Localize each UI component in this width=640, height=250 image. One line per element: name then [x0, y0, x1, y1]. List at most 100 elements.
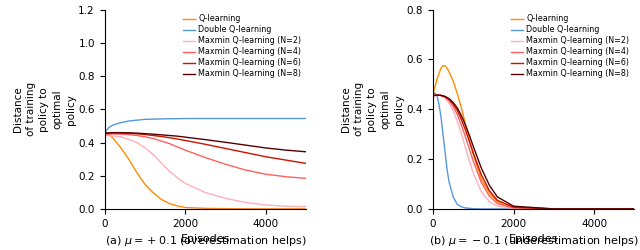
Maxmin Q-learning (N=8): [550, 208, 557, 210]
Line: Maxmin Q-learning (N=8): Maxmin Q-learning (N=8): [433, 95, 634, 209]
Maxmin Q-learning (N=2): [449, 109, 457, 112]
Maxmin Q-learning (N=8): [173, 135, 181, 138]
Double Q-learning: [181, 117, 189, 120]
Maxmin Q-learning (N=2): [109, 134, 116, 138]
Q-learning: [109, 136, 116, 139]
Maxmin Q-learning (N=2): [100, 134, 108, 137]
Q-learning: [302, 207, 310, 210]
Maxmin Q-learning (N=4): [486, 195, 493, 198]
Maxmin Q-learning (N=6): [109, 132, 116, 134]
Maxmin Q-learning (N=6): [461, 128, 469, 131]
Q-learning: [100, 132, 108, 135]
Maxmin Q-learning (N=4): [477, 181, 485, 184]
Maxmin Q-learning (N=4): [282, 175, 290, 178]
Q-learning: [493, 200, 501, 203]
Q-learning: [443, 67, 451, 70]
Maxmin Q-learning (N=4): [441, 96, 449, 99]
Double Q-learning: [109, 124, 116, 127]
Y-axis label: Distance
of training
policy to
optimal
policy: Distance of training policy to optimal p…: [341, 82, 404, 136]
Maxmin Q-learning (N=8): [453, 106, 461, 109]
Q-learning: [157, 198, 165, 201]
Maxmin Q-learning (N=2): [458, 132, 465, 134]
X-axis label: Episodes: Episodes: [509, 234, 558, 244]
Maxmin Q-learning (N=8): [429, 94, 436, 97]
Maxmin Q-learning (N=2): [149, 153, 157, 156]
Q-learning: [105, 133, 113, 136]
Line: Maxmin Q-learning (N=2): Maxmin Q-learning (N=2): [104, 135, 306, 207]
Q-learning: [437, 67, 445, 70]
Maxmin Q-learning (N=2): [221, 197, 229, 200]
Maxmin Q-learning (N=6): [149, 134, 157, 137]
Maxmin Q-learning (N=8): [157, 133, 165, 136]
Q-learning: [590, 208, 598, 210]
Maxmin Q-learning (N=6): [458, 117, 465, 120]
Maxmin Q-learning (N=4): [630, 208, 638, 210]
Q-learning: [141, 183, 148, 186]
Maxmin Q-learning (N=8): [302, 150, 310, 153]
Maxmin Q-learning (N=8): [465, 133, 473, 136]
Q-learning: [149, 191, 157, 194]
Double Q-learning: [125, 120, 132, 122]
Maxmin Q-learning (N=8): [477, 166, 485, 170]
Maxmin Q-learning (N=8): [461, 123, 469, 126]
Line: Double Q-learning: Double Q-learning: [104, 118, 306, 133]
Maxmin Q-learning (N=4): [149, 137, 157, 140]
Double Q-learning: [453, 203, 461, 206]
Maxmin Q-learning (N=8): [262, 146, 269, 150]
Double Q-learning: [550, 208, 557, 210]
Double Q-learning: [449, 195, 457, 198]
Maxmin Q-learning (N=2): [173, 176, 181, 179]
Maxmin Q-learning (N=6): [221, 147, 229, 150]
Maxmin Q-learning (N=6): [433, 94, 441, 97]
Maxmin Q-learning (N=2): [429, 94, 436, 97]
X-axis label: Episodes: Episodes: [180, 234, 230, 244]
Maxmin Q-learning (N=6): [173, 138, 181, 140]
Maxmin Q-learning (N=8): [100, 132, 108, 134]
Text: (a) $\mu = +0.1$ (overestimation helps): (a) $\mu = +0.1$ (overestimation helps): [104, 234, 306, 247]
Maxmin Q-learning (N=4): [100, 133, 108, 136]
Q-learning: [125, 158, 132, 161]
Maxmin Q-learning (N=6): [465, 139, 473, 142]
Maxmin Q-learning (N=2): [133, 141, 141, 144]
Maxmin Q-learning (N=8): [437, 94, 445, 97]
Double Q-learning: [461, 206, 469, 210]
Maxmin Q-learning (N=6): [449, 102, 457, 105]
Q-learning: [282, 207, 290, 210]
Maxmin Q-learning (N=2): [477, 190, 485, 193]
Double Q-learning: [221, 117, 229, 120]
Maxmin Q-learning (N=2): [141, 146, 148, 149]
Maxmin Q-learning (N=8): [449, 101, 457, 104]
Double Q-learning: [133, 119, 141, 122]
Maxmin Q-learning (N=6): [445, 98, 453, 101]
Maxmin Q-learning (N=6): [133, 132, 141, 135]
Maxmin Q-learning (N=2): [202, 191, 209, 194]
Maxmin Q-learning (N=4): [133, 134, 141, 137]
Maxmin Q-learning (N=2): [262, 204, 269, 206]
Q-learning: [221, 207, 229, 210]
Maxmin Q-learning (N=6): [437, 94, 445, 97]
Maxmin Q-learning (N=6): [242, 151, 250, 154]
Maxmin Q-learning (N=4): [181, 148, 189, 152]
Maxmin Q-learning (N=4): [173, 145, 181, 148]
Maxmin Q-learning (N=6): [469, 151, 477, 154]
Maxmin Q-learning (N=4): [141, 135, 148, 138]
Maxmin Q-learning (N=6): [202, 143, 209, 146]
Maxmin Q-learning (N=4): [465, 147, 473, 150]
Legend: Q-learning, Double Q-learning, Maxmin Q-learning (N=2), Maxmin Q-learning (N=4),: Q-learning, Double Q-learning, Maxmin Q-…: [508, 11, 633, 82]
Q-learning: [262, 207, 269, 210]
Maxmin Q-learning (N=2): [550, 208, 557, 210]
Maxmin Q-learning (N=4): [125, 133, 132, 136]
Double Q-learning: [117, 121, 125, 124]
Double Q-learning: [242, 117, 250, 120]
Maxmin Q-learning (N=6): [486, 189, 493, 192]
Double Q-learning: [282, 117, 290, 120]
Maxmin Q-learning (N=2): [441, 97, 449, 100]
Q-learning: [469, 153, 477, 156]
Maxmin Q-learning (N=6): [117, 132, 125, 134]
Line: Maxmin Q-learning (N=6): Maxmin Q-learning (N=6): [104, 133, 306, 164]
Maxmin Q-learning (N=8): [149, 133, 157, 136]
Y-axis label: Distance
of training
policy to
optimal
policy: Distance of training policy to optimal p…: [13, 82, 76, 136]
Maxmin Q-learning (N=2): [282, 205, 290, 208]
Maxmin Q-learning (N=2): [486, 200, 493, 203]
Maxmin Q-learning (N=8): [445, 97, 453, 100]
